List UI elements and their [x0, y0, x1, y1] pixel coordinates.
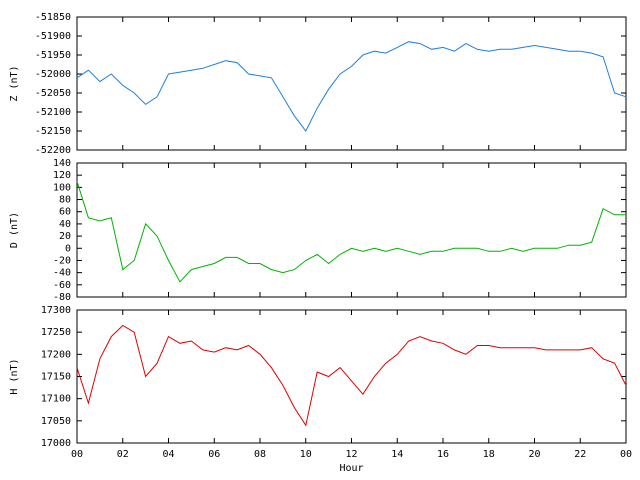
y-tick-label: 120: [53, 170, 71, 181]
x-axis-label: Hour: [339, 463, 363, 474]
y-tick-label: -80: [53, 292, 71, 303]
plot-frame: [76, 162, 627, 298]
y-tick-label: -51950: [35, 50, 71, 61]
y-tick-label: -20: [53, 255, 71, 266]
x-tick-label: 14: [391, 449, 403, 460]
y-tick-label: -60: [53, 280, 71, 291]
data-line: [76, 181, 626, 283]
y-tick-label: 17100: [41, 394, 71, 405]
x-tick-label: 22: [574, 449, 586, 460]
x-tick-label: 06: [208, 449, 220, 460]
x-tick-label: 00: [620, 449, 632, 460]
y-axis-label: Z (nT): [9, 65, 20, 101]
y-tick-label: 20: [59, 231, 71, 242]
plot-frame: [76, 16, 627, 151]
data-line: [76, 41, 627, 132]
y-tick-label: 140: [53, 158, 71, 169]
x-tick-label: 02: [117, 449, 129, 460]
y-tick-label: 80: [59, 195, 71, 206]
y-tick-label: 60: [59, 207, 71, 218]
y-tick-label: 17000: [41, 438, 71, 449]
y-tick-label: -51850: [35, 12, 71, 23]
x-tick-label: 08: [254, 449, 266, 460]
plot-frame: [76, 309, 627, 444]
x-tick-label: 04: [162, 449, 174, 460]
x-tick-label: 00: [71, 449, 83, 460]
x-tick-label: 12: [345, 449, 357, 460]
y-tick-label: -52150: [35, 126, 71, 137]
y-tick-label: 0: [65, 243, 71, 254]
x-tick-label: 18: [483, 449, 495, 460]
y-tick-label: -52050: [35, 88, 71, 99]
y-axis-label: H (nT): [9, 358, 20, 394]
y-tick-label: -52200: [35, 145, 71, 156]
y-tick-label: -51900: [35, 31, 71, 42]
y-tick-label: 17150: [41, 372, 71, 383]
x-tick-label: 20: [528, 449, 540, 460]
y-tick-label: 17300: [41, 305, 71, 316]
y-tick-label: -52100: [35, 107, 71, 118]
y-axis-label: D (nT): [9, 212, 20, 248]
x-tick-label: 16: [437, 449, 449, 460]
y-tick-label: -52000: [35, 69, 71, 80]
y-tick-label: 100: [53, 182, 71, 193]
y-tick-label: 40: [59, 219, 71, 230]
y-tick-label: 17250: [41, 327, 71, 338]
data-line: [76, 324, 627, 427]
y-tick-label: -40: [53, 268, 71, 279]
y-tick-label: 17200: [41, 349, 71, 360]
x-tick-label: 10: [300, 449, 312, 460]
y-tick-label: 17050: [41, 416, 71, 427]
